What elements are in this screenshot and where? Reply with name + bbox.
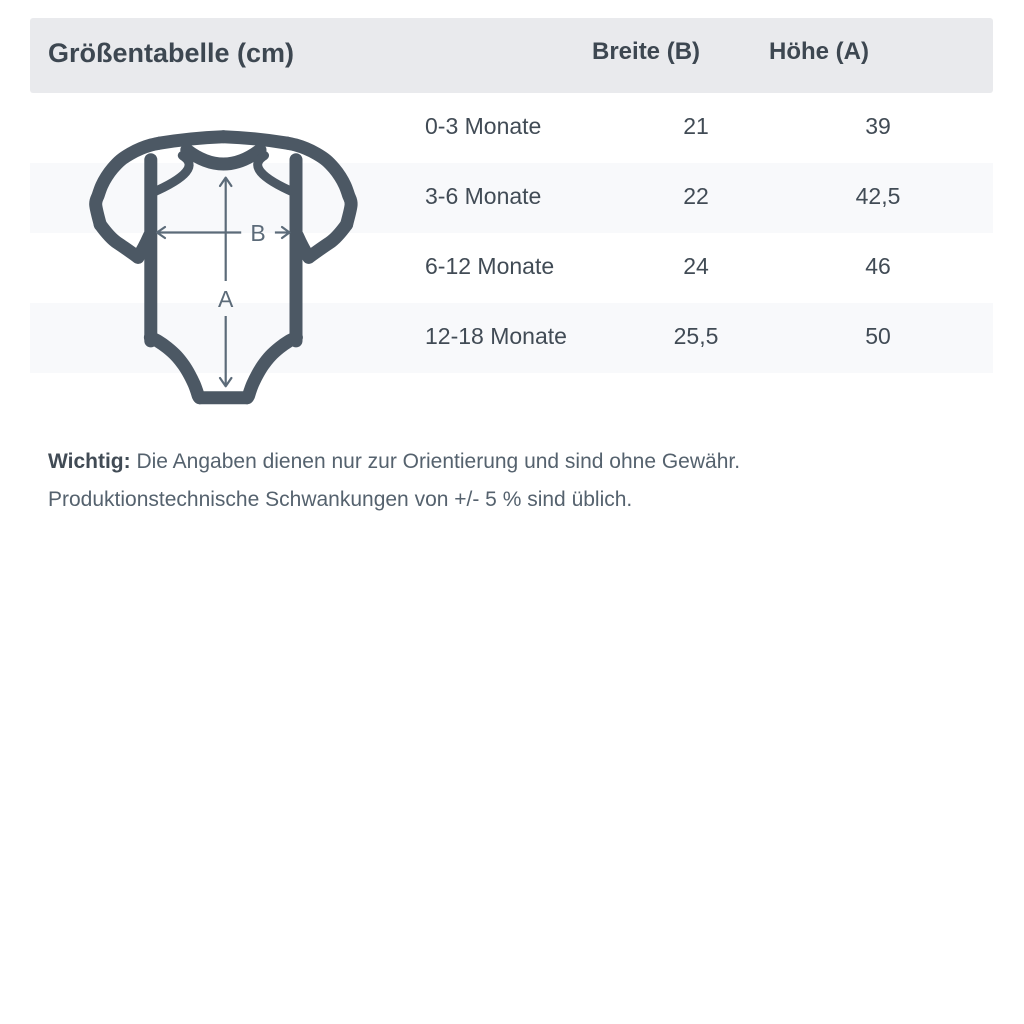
- svg-text:B: B: [250, 220, 265, 246]
- svg-text:A: A: [218, 286, 234, 312]
